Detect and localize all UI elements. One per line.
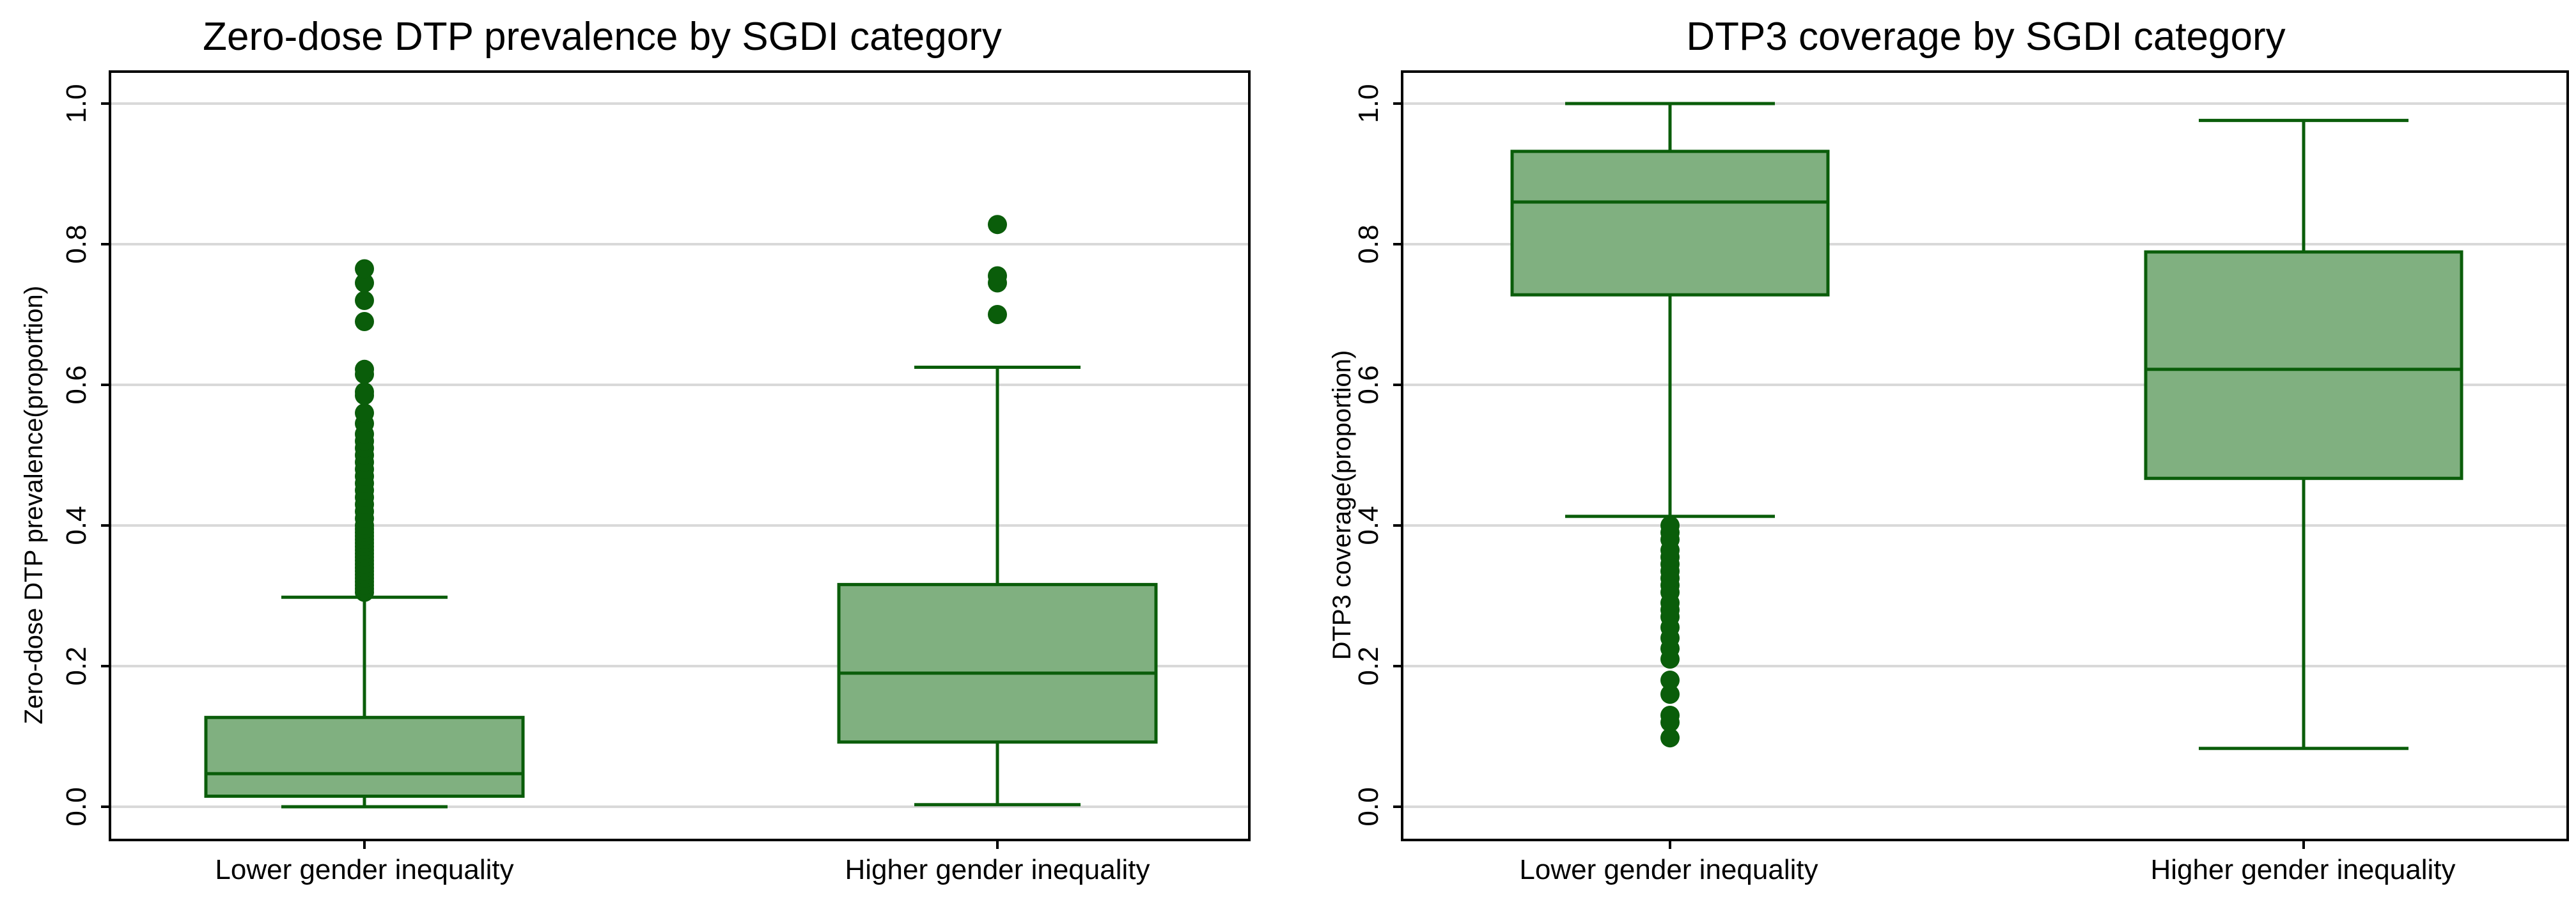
dtp3-coverage-lower-box (1510, 150, 1830, 297)
dtp3-coverage-lower-outlier-point (1660, 685, 1680, 704)
zero-dose-higher-outlier-point (988, 305, 1007, 324)
dtp3-coverage-y-tick-label: 0.8 (1353, 224, 1384, 263)
zero-dose-plot-frame (109, 70, 1251, 841)
dtp3-coverage-y-axis-label: DTP3 coverage(proportion) (1328, 350, 1356, 660)
zero-dose-higher-outlier-point (988, 266, 1007, 286)
dtp3-coverage-lower-outlier-point (1660, 706, 1680, 725)
dtp3-coverage-higher-box (2144, 250, 2463, 480)
dtp3-coverage-lower-outlier-point (1660, 516, 1680, 535)
zero-dose-x-category-higher: Higher gender inequality (845, 854, 1150, 885)
zero-dose-x-category-lower: Lower gender inequality (215, 854, 513, 885)
zero-dose-lower-box (204, 715, 525, 798)
dtp3-coverage-y-tick-label: 0.0 (1353, 787, 1384, 826)
dtp3-coverage-lower-outlier-point (1660, 671, 1680, 690)
zero-dose-y-tick-label: 0.6 (61, 365, 92, 404)
zero-dose-y-tick-label: 0.2 (61, 646, 92, 685)
zero-dose-lower-outlier-point (355, 403, 374, 423)
dtp3-coverage-lower-outlier-point (1660, 728, 1680, 748)
zero-dose-y-tick-label: 0.4 (61, 506, 92, 545)
zero-dose-lower-outlier-point (355, 273, 374, 293)
zero-dose-higher-outlier-point (988, 215, 1007, 235)
zero-dose-y-tick-label: 0.0 (61, 787, 92, 826)
zero-dose-lower-outlier-point (355, 312, 374, 331)
dtp3-coverage-x-category-higher: Higher gender inequality (2151, 854, 2456, 885)
zero-dose-chart-panel: Zero-dose DTP prevalence by SGDI categor… (20, 15, 1251, 885)
zero-dose-higher-box (837, 582, 1158, 744)
dtp3-coverage-chart-title: DTP3 coverage by SGDI category (1686, 15, 2285, 59)
zero-dose-y-axis-label: Zero-dose DTP prevalence(proportion) (20, 286, 48, 724)
zero-dose-chart-title: Zero-dose DTP prevalence by SGDI categor… (203, 15, 1002, 59)
dtp3-coverage-y-tick-label: 1.0 (1353, 84, 1384, 123)
zero-dose-lower-outlier-point (355, 382, 374, 401)
zero-dose-y-tick-label: 0.8 (61, 224, 92, 263)
dtp3-coverage-y-tick-label: 0.4 (1353, 506, 1384, 545)
dtp3-coverage-plot-frame (1401, 70, 2569, 841)
zero-dose-lower-outlier-point (355, 259, 374, 279)
zero-dose-y-tick-label: 1.0 (61, 84, 92, 123)
dtp3-coverage-x-category-lower: Lower gender inequality (1519, 854, 1818, 885)
zero-dose-lower-outlier-point (355, 359, 374, 379)
zero-dose-lower-outlier-point (355, 291, 374, 310)
dtp3-coverage-y-tick-label: 0.2 (1353, 646, 1384, 685)
dtp3-coverage-y-tick-label: 0.6 (1353, 365, 1384, 404)
dtp3-coverage-chart-panel: DTP3 coverage by SGDI category DTP3 cove… (1328, 15, 2569, 885)
